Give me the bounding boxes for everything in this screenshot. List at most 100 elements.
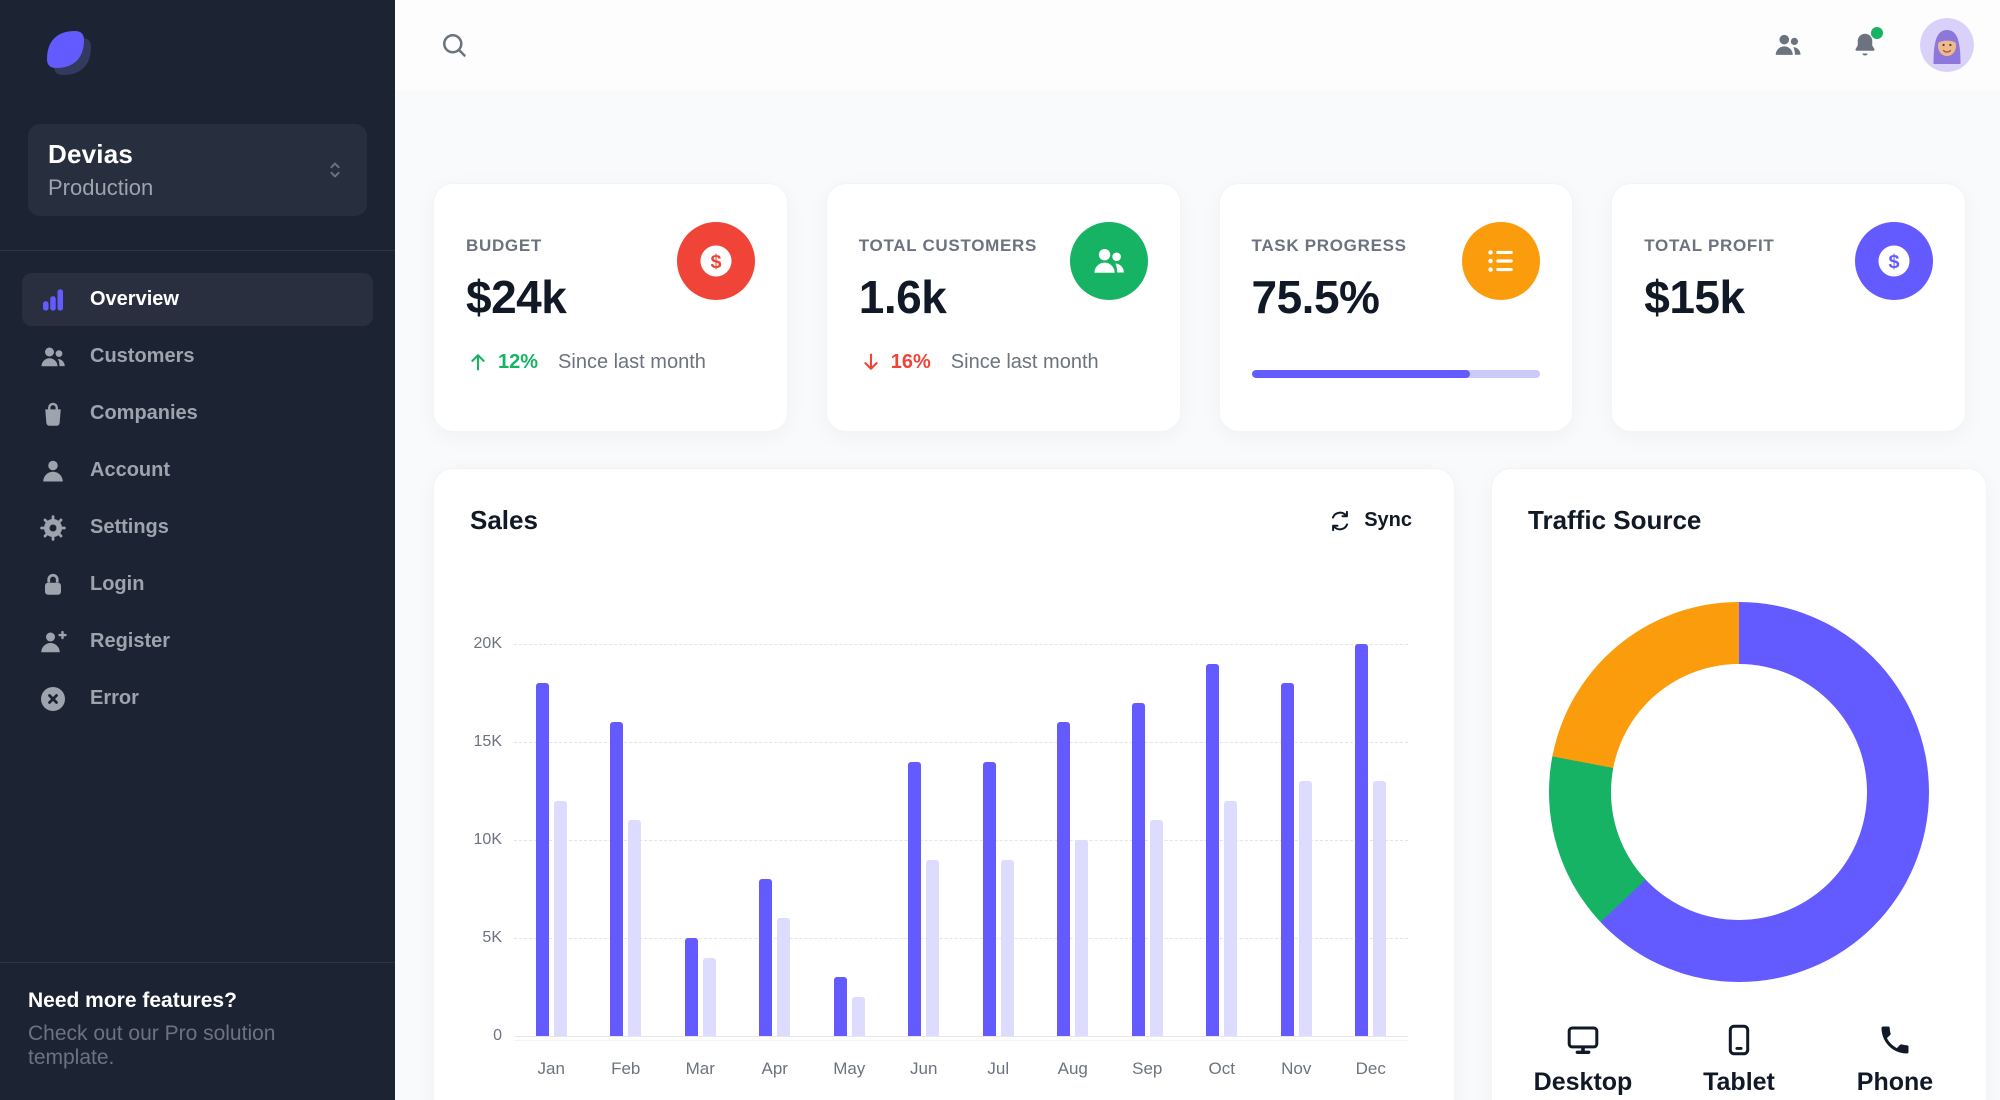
sidebar-item-settings[interactable]: Settings	[22, 501, 373, 554]
notifications-button[interactable]	[1844, 24, 1886, 66]
sidebar-item-label: Register	[90, 630, 171, 652]
y-axis-tick: 15K	[473, 733, 502, 750]
contacts-button[interactable]	[1766, 23, 1810, 67]
device-label: Desktop	[1533, 1068, 1633, 1096]
bar-secondary-oct	[1224, 800, 1238, 1036]
sidebar-item-account[interactable]: Account	[22, 444, 373, 497]
sidebar-item-label: Error	[90, 687, 139, 709]
desktop-icon	[1567, 1026, 1599, 1054]
workspace-environment: Production	[48, 175, 154, 200]
x-axis-label: Mar	[685, 1059, 715, 1078]
x-axis-label: Nov	[1281, 1059, 1312, 1078]
bar-primary-dec	[1355, 644, 1369, 1036]
gridline	[514, 644, 1408, 645]
stat-label: TOTAL PROFIT	[1644, 236, 1775, 255]
bar-secondary-mar	[702, 957, 716, 1036]
user-avatar[interactable]	[1920, 18, 1974, 72]
stat-value: $15k	[1644, 271, 1745, 323]
y-axis-tick: 10K	[473, 831, 502, 848]
sidebar: Devias Production Overview Customers Compa…	[0, 0, 395, 1100]
bar-primary-oct	[1206, 663, 1220, 1036]
device-legend: Desktop Tablet Phone	[1528, 1022, 1950, 1097]
trend-value: 12%	[498, 350, 539, 373]
stat-card-task-progress: TASK PROGRESS 75.5%	[1218, 183, 1574, 432]
stat-avatar	[1069, 222, 1148, 300]
bar-secondary-sep	[1149, 820, 1163, 1036]
device-label: Tablet	[1703, 1068, 1775, 1096]
bar-group-mar	[684, 644, 716, 1036]
bar-secondary-jun	[926, 859, 940, 1036]
dollar-icon: $	[1878, 245, 1910, 277]
bell-icon	[1855, 33, 1875, 56]
workspace-selector[interactable]: Devias Production	[28, 124, 367, 216]
workspace-name: Devias	[48, 139, 134, 169]
footer-title: Need more features?	[28, 989, 237, 1012]
arrow-up-icon	[471, 354, 485, 371]
charts-row: Sales Sync 20K 15K 10K 5K 0 Jan Feb Mar Apr May J…	[395, 468, 2000, 1100]
sidebar-item-login[interactable]: Login	[22, 558, 373, 611]
bar-secondary-jul	[1000, 859, 1014, 1036]
device-tablet: Tablet	[1684, 1022, 1794, 1097]
task-progress-fill	[1251, 370, 1470, 378]
x-axis-label: Dec	[1355, 1059, 1386, 1078]
x-axis-label: Jul	[987, 1059, 1010, 1078]
sidebar-item-register[interactable]: Register	[22, 615, 373, 668]
bar-primary-jun	[908, 761, 922, 1036]
bar-group-nov	[1280, 644, 1312, 1036]
users-icon	[1093, 248, 1124, 273]
bar-secondary-nov	[1298, 781, 1312, 1036]
bar-secondary-feb	[628, 820, 642, 1036]
bar-group-sep	[1131, 644, 1163, 1036]
bar-primary-feb	[610, 722, 624, 1036]
device-label: Phone	[1856, 1068, 1934, 1096]
stat-value: 75.5%	[1251, 271, 1380, 323]
sidebar-item-label: Companies	[90, 402, 198, 424]
stat-label: TASK PROGRESS	[1251, 236, 1407, 255]
bar-primary-nov	[1280, 683, 1294, 1036]
bar-secondary-aug	[1075, 840, 1089, 1036]
avatar-image	[1920, 18, 1974, 72]
bar-group-dec	[1355, 644, 1387, 1036]
stat-card-total-profit: TOTAL PROFIT $15k $	[1611, 183, 1966, 432]
stats-row: BUDGET $24k $12% Since last month TOTAL CUST…	[395, 183, 2000, 432]
search-button[interactable]	[433, 24, 475, 66]
stat-trend: 12% Since last month	[466, 350, 755, 374]
sales-card-header: Sales Sync	[470, 505, 1418, 536]
y-axis-tick: 0	[493, 1027, 502, 1044]
sidebar-item-error[interactable]: Error	[22, 672, 373, 725]
bar-primary-sep	[1131, 702, 1145, 1036]
topbar-actions	[1766, 18, 1974, 72]
y-axis-tick: 20K	[473, 635, 502, 652]
y-axis-tick: 5K	[482, 929, 502, 946]
sales-card: Sales Sync 20K 15K 10K 5K 0 Jan Feb Mar Apr May J…	[433, 468, 1455, 1100]
bar-primary-aug	[1057, 722, 1071, 1036]
bar-group-feb	[610, 644, 642, 1036]
list-icon	[1488, 250, 1513, 272]
x-axis-label: Aug	[1057, 1059, 1088, 1078]
sidebar-item-label: Settings	[90, 516, 169, 538]
sidebar-item-overview[interactable]: Overview	[22, 273, 373, 326]
sales-bar-chart: 20K 15K 10K 5K 0 Jan Feb Mar Apr May Jun Jul Aug Sep…	[470, 635, 1418, 1079]
sidebar-item-label: Customers	[90, 345, 195, 367]
x-axis-label: Jun	[910, 1059, 938, 1078]
sidebar-item-companies[interactable]: Companies	[22, 387, 373, 440]
bar-group-may	[833, 644, 865, 1036]
sidebar-footer: Need more features? Check out our Pro so…	[0, 962, 395, 1100]
bar-secondary-jan	[553, 800, 567, 1036]
stat-label: BUDGET	[466, 236, 542, 255]
bar-secondary-may	[851, 996, 865, 1036]
stat-trend: 16% Since last month	[859, 350, 1148, 374]
x-axis-label: Feb	[611, 1059, 641, 1078]
sidebar-item-customers[interactable]: Customers	[22, 330, 373, 383]
stat-label: TOTAL CUSTOMERS	[858, 236, 1038, 255]
footer-subtitle-link[interactable]: Check out our Pro solution template.	[28, 1022, 276, 1069]
trend-caption: Since last month	[558, 350, 706, 373]
donut-hole	[1611, 664, 1867, 920]
bar-groups	[514, 644, 1408, 1036]
sync-button[interactable]: Sync	[1322, 508, 1418, 534]
bar-primary-jan	[535, 683, 549, 1036]
users-icon	[41, 347, 65, 366]
bar-primary-apr	[759, 879, 773, 1036]
traffic-source-card: Traffic Source Desktop Tablet Phone	[1491, 468, 1987, 1100]
gridline	[514, 1036, 1408, 1037]
